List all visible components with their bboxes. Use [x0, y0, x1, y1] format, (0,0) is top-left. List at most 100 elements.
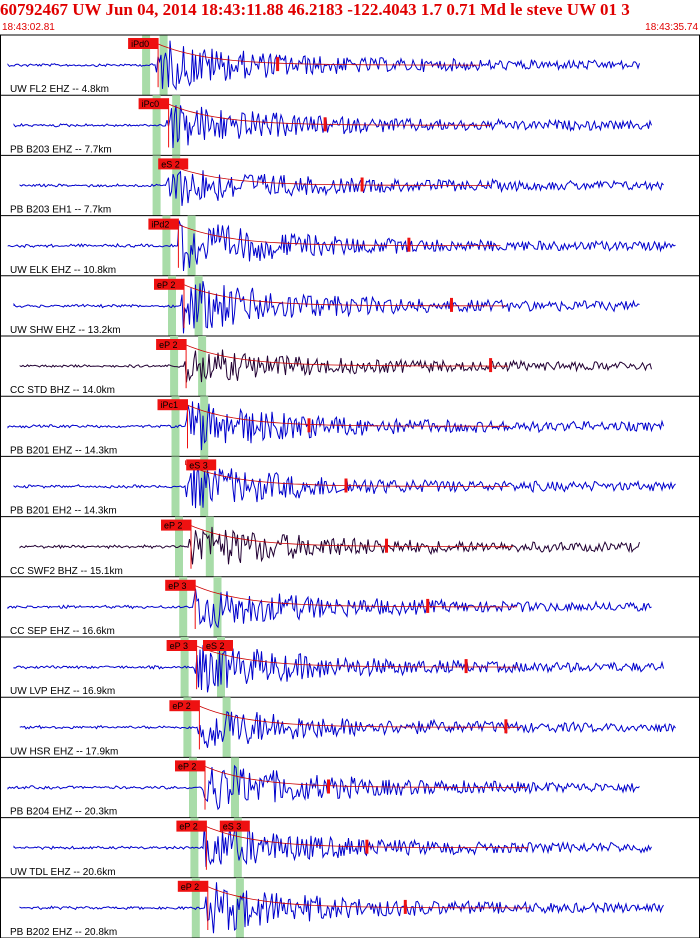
- end-time: 18:43:35.74: [645, 22, 698, 33]
- p-pick-label: eP 2: [172, 701, 190, 711]
- s-arrival-band: [200, 396, 209, 457]
- s-arrival-band: [233, 817, 242, 878]
- coda-envelope: [197, 701, 522, 728]
- coda-marker: [403, 899, 407, 914]
- channel-label: PB B203 EHZ -- 7.7km: [10, 144, 112, 155]
- coda-marker: [385, 538, 388, 553]
- channel-label: PB B202 EHZ -- 20.8km: [10, 927, 117, 938]
- coda-envelope: [188, 520, 513, 548]
- p-pick-flag: [156, 339, 187, 350]
- coda-envelope: [205, 881, 530, 909]
- s-arrival-band: [231, 757, 239, 818]
- channel-8: eP 2 CC SWF2 BHZ -- 15.1km: [0, 516, 700, 578]
- p-pick-label: iPd0: [131, 39, 149, 49]
- p-pick-flag: [138, 98, 169, 110]
- coda-envelope: [166, 159, 491, 186]
- channel-7: eS 3 PB B201 EH2 -- 14.3km: [0, 456, 700, 518]
- coda-marker: [307, 418, 311, 433]
- coda-marker: [464, 659, 468, 674]
- s-pick-label: eS 3: [189, 460, 208, 470]
- channel-14: eP 2 PB B202 EHZ -- 20.8km: [0, 877, 700, 938]
- channel-label: UW HSR EHZ -- 17.9km: [10, 746, 118, 757]
- p-arrival-band: [183, 697, 192, 758]
- channel-1: iPc0 PB B203 EHZ -- 7.7km: [0, 95, 700, 156]
- channel-5: eP 2 CC STD BHZ -- 14.0km: [0, 336, 700, 397]
- waveform-trace: [7, 220, 676, 272]
- channel-10: eP 3 eS 2 UW LVP EHZ -- 16.9km: [0, 637, 700, 698]
- channel-0: iPd0 UW FL2 EHZ -- 4.8km: [0, 35, 700, 96]
- coda-envelope: [176, 219, 501, 247]
- p-pick-flag: [161, 519, 191, 531]
- waveform-trace: [19, 882, 664, 934]
- coda-envelope: [204, 821, 529, 849]
- waveform-trace: [19, 170, 664, 206]
- p-arrival-band: [180, 637, 189, 698]
- channel-label: UW ELK EHZ -- 10.8km: [10, 265, 116, 276]
- p-pick-label: eP 2: [181, 882, 199, 892]
- waveform-trace: [19, 349, 652, 383]
- waveform-trace: [19, 526, 640, 565]
- coda-marker: [504, 719, 508, 734]
- coda-marker: [327, 779, 330, 794]
- start-time: 18:43:02.81: [2, 22, 55, 33]
- channel-6: iPc1 PB B201 EHZ -- 14.3km: [0, 396, 700, 457]
- coda-envelope: [185, 400, 510, 427]
- waveform-trace: [7, 764, 640, 811]
- p-pick-label: eP 2: [178, 761, 196, 771]
- p-pick-flag: [176, 820, 207, 832]
- p-pick-flag: [128, 38, 159, 49]
- channel-label: UW TDL EHZ -- 20.6km: [10, 867, 116, 878]
- coda-envelope: [202, 761, 527, 788]
- p-pick-flag: [148, 218, 179, 230]
- coda-envelope: [192, 580, 518, 608]
- p-pick-flag: [165, 579, 196, 591]
- coda-marker: [365, 839, 369, 854]
- p-arrival-band: [152, 155, 161, 216]
- coda-marker: [276, 57, 280, 72]
- p-pick-label: eP 3: [170, 641, 188, 651]
- channel-label: PB B201 EH2 -- 14.3km: [10, 506, 117, 517]
- s-pick-flag: [203, 640, 233, 651]
- channel-9: eP 3 CC SEP EHZ -- 16.6km: [0, 576, 700, 638]
- channel-label: PB B201 EHZ -- 14.3km: [10, 445, 117, 456]
- channel-label: CC SEP EHZ -- 16.6km: [10, 626, 115, 637]
- channel-label: CC STD BHZ -- 14.0km: [10, 385, 115, 396]
- s-pick-flag: [186, 459, 217, 471]
- waveform-trace: [7, 40, 640, 91]
- s-pick-flag: [158, 158, 189, 170]
- coda-envelope: [155, 39, 481, 66]
- p-arrival-band: [152, 95, 161, 156]
- s-arrival-band: [172, 95, 181, 156]
- p-pick-flag: [157, 399, 188, 411]
- waveform-trace: [13, 463, 676, 509]
- coda-marker: [344, 478, 348, 493]
- s-arrival-band: [217, 637, 225, 698]
- waveform-trace: [13, 105, 652, 149]
- channel-11: eP 2 UW HSR EHZ -- 17.9km: [0, 697, 700, 758]
- s-pick-flag: [219, 820, 250, 832]
- channel-label: PB B203 EH1 -- 7.7km: [10, 205, 111, 216]
- channel-label: UW SHW EHZ -- 13.2km: [10, 325, 121, 336]
- channel-4: eP 2 UW SHW EHZ -- 13.2km: [0, 275, 700, 337]
- event-title: 60792467 UW Jun 04, 2014 18:43:11.88 46.…: [0, 0, 630, 19]
- coda-envelope: [166, 99, 491, 126]
- p-pick-flag: [177, 880, 208, 892]
- p-pick-flag: [154, 278, 184, 290]
- p-pick-label: iPd2: [151, 220, 169, 230]
- coda-envelope: [183, 340, 509, 367]
- p-pick-label: eP 2: [157, 280, 175, 290]
- channel-label: CC SWF2 BHZ -- 15.1km: [10, 566, 123, 577]
- coda-envelope: [181, 279, 506, 307]
- coda-envelope: [194, 641, 519, 668]
- s-pick-label: eS 2: [206, 641, 225, 651]
- p-arrival-band: [191, 877, 200, 938]
- waveform-trace: [19, 710, 676, 748]
- channel-2: eS 2 PB B203 EH1 -- 7.7km: [0, 155, 700, 217]
- s-arrival-band: [213, 576, 222, 637]
- p-pick-label: eP 2: [164, 521, 182, 531]
- waveform-trace: [13, 281, 640, 334]
- waveform-trace: [13, 645, 664, 693]
- p-pick-flag: [175, 760, 205, 772]
- channel-3: iPd2 UW ELK EHZ -- 10.8km: [0, 215, 700, 277]
